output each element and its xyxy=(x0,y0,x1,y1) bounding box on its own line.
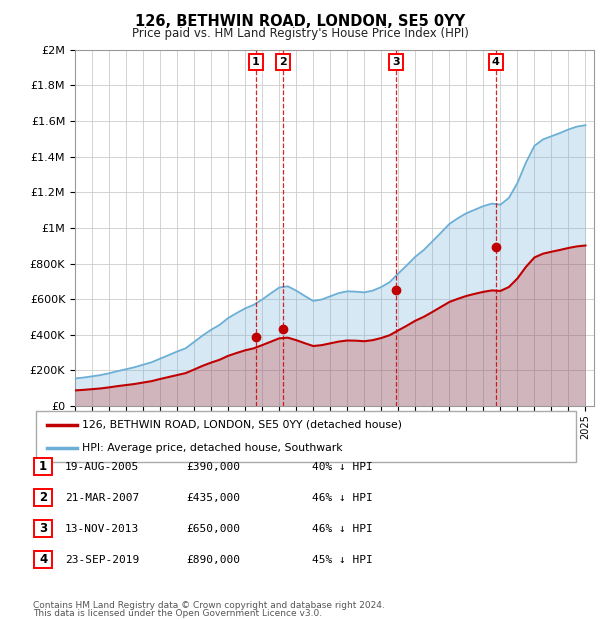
FancyBboxPatch shape xyxy=(34,490,52,506)
Text: Contains HM Land Registry data © Crown copyright and database right 2024.: Contains HM Land Registry data © Crown c… xyxy=(33,601,385,610)
Text: £390,000: £390,000 xyxy=(186,462,240,472)
Text: 19-AUG-2005: 19-AUG-2005 xyxy=(65,462,139,472)
Text: HPI: Average price, detached house, Southwark: HPI: Average price, detached house, Sout… xyxy=(82,443,343,453)
Text: 46% ↓ HPI: 46% ↓ HPI xyxy=(312,493,373,503)
Text: 3: 3 xyxy=(392,57,400,67)
Text: 21-MAR-2007: 21-MAR-2007 xyxy=(65,493,139,503)
FancyBboxPatch shape xyxy=(34,552,52,568)
Text: 13-NOV-2013: 13-NOV-2013 xyxy=(65,524,139,534)
Text: 3: 3 xyxy=(39,523,47,535)
Text: 45% ↓ HPI: 45% ↓ HPI xyxy=(312,555,373,565)
Text: 23-SEP-2019: 23-SEP-2019 xyxy=(65,555,139,565)
Text: 46% ↓ HPI: 46% ↓ HPI xyxy=(312,524,373,534)
Text: 40% ↓ HPI: 40% ↓ HPI xyxy=(312,462,373,472)
Text: £650,000: £650,000 xyxy=(186,524,240,534)
Text: Price paid vs. HM Land Registry's House Price Index (HPI): Price paid vs. HM Land Registry's House … xyxy=(131,27,469,40)
FancyBboxPatch shape xyxy=(34,459,52,475)
Text: 1: 1 xyxy=(39,461,47,473)
Text: 2: 2 xyxy=(39,492,47,504)
Text: £890,000: £890,000 xyxy=(186,555,240,565)
Text: £435,000: £435,000 xyxy=(186,493,240,503)
Text: 4: 4 xyxy=(492,57,500,67)
Text: 1: 1 xyxy=(252,57,260,67)
Text: 126, BETHWIN ROAD, LONDON, SE5 0YY: 126, BETHWIN ROAD, LONDON, SE5 0YY xyxy=(135,14,465,29)
FancyBboxPatch shape xyxy=(36,411,576,462)
Text: 126, BETHWIN ROAD, LONDON, SE5 0YY (detached house): 126, BETHWIN ROAD, LONDON, SE5 0YY (deta… xyxy=(82,420,402,430)
FancyBboxPatch shape xyxy=(34,521,52,537)
Text: This data is licensed under the Open Government Licence v3.0.: This data is licensed under the Open Gov… xyxy=(33,608,322,618)
Text: 4: 4 xyxy=(39,554,47,566)
Text: 2: 2 xyxy=(279,57,287,67)
